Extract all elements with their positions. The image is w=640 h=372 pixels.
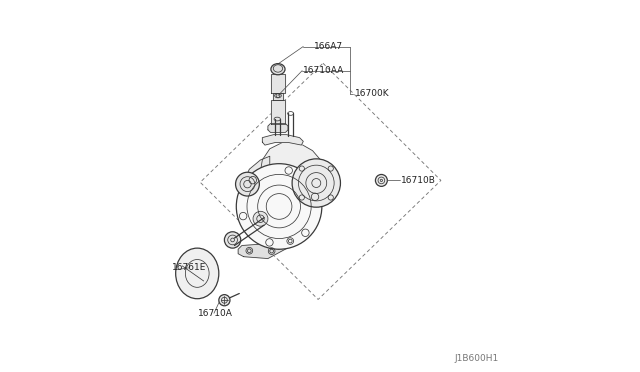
Circle shape	[236, 172, 259, 196]
Text: 16761E: 16761E	[172, 263, 206, 272]
Ellipse shape	[271, 64, 285, 75]
Text: 16710AA: 16710AA	[303, 66, 344, 75]
Circle shape	[236, 164, 322, 249]
Ellipse shape	[175, 248, 219, 299]
Circle shape	[253, 211, 268, 226]
Circle shape	[225, 232, 241, 248]
Circle shape	[292, 159, 340, 207]
Polygon shape	[262, 135, 303, 145]
Polygon shape	[242, 156, 270, 208]
Polygon shape	[257, 141, 328, 249]
Circle shape	[376, 174, 387, 186]
Polygon shape	[238, 234, 298, 259]
Text: 16700K: 16700K	[355, 89, 389, 98]
Polygon shape	[271, 100, 285, 124]
Text: J1B600H1: J1B600H1	[454, 354, 499, 363]
Polygon shape	[271, 74, 285, 93]
Text: 166A7: 166A7	[314, 42, 343, 51]
Polygon shape	[273, 93, 283, 100]
Polygon shape	[268, 124, 288, 132]
Circle shape	[219, 295, 230, 306]
Text: 16710B: 16710B	[401, 176, 436, 185]
Text: 16710A: 16710A	[198, 309, 233, 318]
